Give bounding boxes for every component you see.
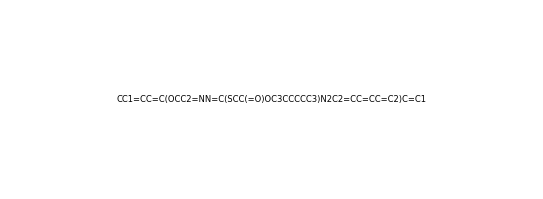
Text: CC1=CC=C(OCC2=NN=C(SCC(=O)OC3CCCCC3)N2C2=CC=CC=C2)C=C1: CC1=CC=C(OCC2=NN=C(SCC(=O)OC3CCCCC3)N2C2…	[117, 95, 426, 104]
